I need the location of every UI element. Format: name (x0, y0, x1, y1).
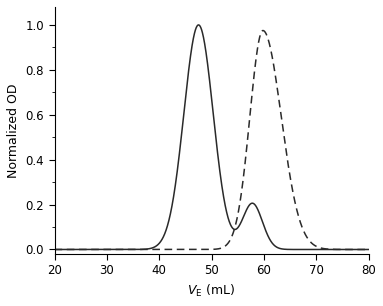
X-axis label: $V_{\mathregular{E}}$ (mL): $V_{\mathregular{E}}$ (mL) (188, 283, 236, 299)
Y-axis label: Normalized OD: Normalized OD (7, 83, 20, 178)
